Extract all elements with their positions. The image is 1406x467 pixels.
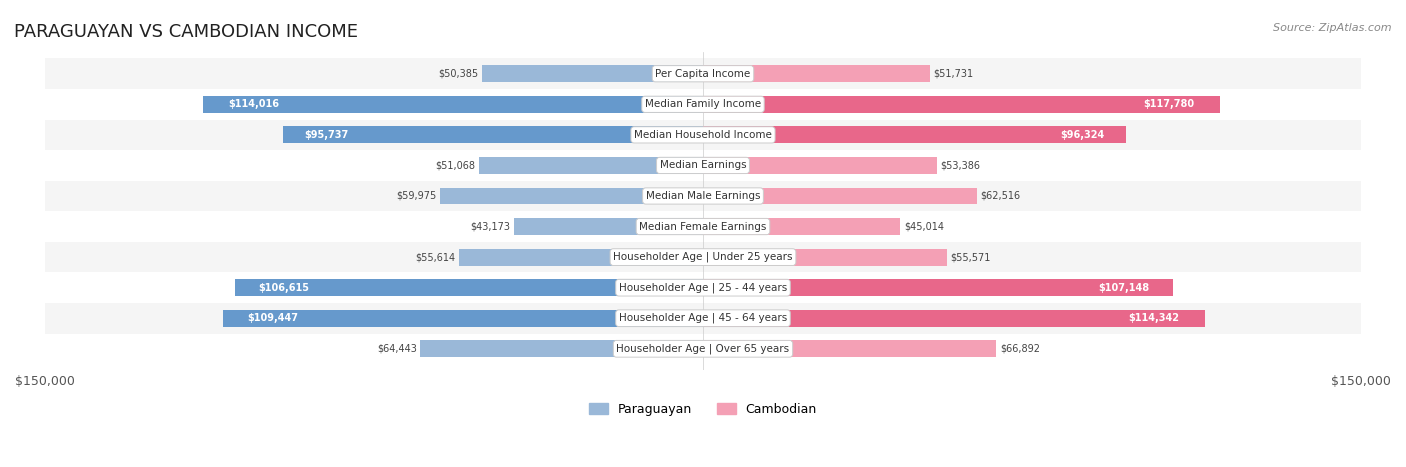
Bar bbox=[479, 157, 703, 174]
Legend: Paraguayan, Cambodian: Paraguayan, Cambodian bbox=[583, 398, 823, 421]
Bar bbox=[440, 188, 703, 205]
Bar bbox=[703, 279, 1173, 296]
Text: $51,731: $51,731 bbox=[934, 69, 973, 79]
Bar bbox=[703, 340, 997, 357]
Text: $59,975: $59,975 bbox=[396, 191, 437, 201]
Bar bbox=[202, 96, 703, 113]
Bar bbox=[45, 211, 1361, 242]
Text: Median Household Income: Median Household Income bbox=[634, 130, 772, 140]
Bar bbox=[703, 65, 929, 82]
Bar bbox=[703, 310, 1205, 326]
Text: $50,385: $50,385 bbox=[439, 69, 478, 79]
Text: Householder Age | 25 - 44 years: Householder Age | 25 - 44 years bbox=[619, 283, 787, 293]
Text: $53,386: $53,386 bbox=[941, 161, 980, 170]
Text: $66,892: $66,892 bbox=[1000, 344, 1040, 354]
Text: $43,173: $43,173 bbox=[470, 221, 510, 232]
Bar bbox=[45, 272, 1361, 303]
Text: $114,016: $114,016 bbox=[228, 99, 278, 109]
Text: Householder Age | Under 25 years: Householder Age | Under 25 years bbox=[613, 252, 793, 262]
Bar bbox=[283, 127, 703, 143]
Text: $114,342: $114,342 bbox=[1129, 313, 1180, 323]
Bar bbox=[703, 157, 938, 174]
Text: Householder Age | 45 - 64 years: Householder Age | 45 - 64 years bbox=[619, 313, 787, 324]
Text: $95,737: $95,737 bbox=[304, 130, 349, 140]
Bar bbox=[703, 218, 900, 235]
Text: Householder Age | Over 65 years: Householder Age | Over 65 years bbox=[616, 344, 790, 354]
Text: Per Capita Income: Per Capita Income bbox=[655, 69, 751, 79]
Text: PARAGUAYAN VS CAMBODIAN INCOME: PARAGUAYAN VS CAMBODIAN INCOME bbox=[14, 23, 359, 42]
Bar bbox=[420, 340, 703, 357]
Bar bbox=[703, 96, 1220, 113]
Text: $64,443: $64,443 bbox=[377, 344, 418, 354]
Bar bbox=[703, 188, 977, 205]
Bar bbox=[45, 242, 1361, 272]
Text: $107,148: $107,148 bbox=[1098, 283, 1150, 293]
Text: $106,615: $106,615 bbox=[259, 283, 309, 293]
Bar bbox=[45, 89, 1361, 120]
Bar bbox=[235, 279, 703, 296]
Bar bbox=[45, 303, 1361, 333]
Bar bbox=[222, 310, 703, 326]
Text: $117,780: $117,780 bbox=[1143, 99, 1194, 109]
Text: Median Family Income: Median Family Income bbox=[645, 99, 761, 109]
Text: $45,014: $45,014 bbox=[904, 221, 943, 232]
Bar bbox=[513, 218, 703, 235]
Bar bbox=[482, 65, 703, 82]
Text: $109,447: $109,447 bbox=[247, 313, 298, 323]
Bar bbox=[703, 127, 1126, 143]
Bar bbox=[45, 58, 1361, 89]
Text: Median Male Earnings: Median Male Earnings bbox=[645, 191, 761, 201]
Bar bbox=[45, 181, 1361, 211]
Bar bbox=[45, 150, 1361, 181]
Text: $55,614: $55,614 bbox=[416, 252, 456, 262]
Bar bbox=[703, 249, 946, 266]
Bar bbox=[45, 333, 1361, 364]
Bar bbox=[45, 120, 1361, 150]
Text: $55,571: $55,571 bbox=[950, 252, 990, 262]
Text: Median Female Earnings: Median Female Earnings bbox=[640, 221, 766, 232]
Text: $51,068: $51,068 bbox=[436, 161, 475, 170]
Bar bbox=[458, 249, 703, 266]
Text: Source: ZipAtlas.com: Source: ZipAtlas.com bbox=[1274, 23, 1392, 33]
Text: $96,324: $96,324 bbox=[1060, 130, 1105, 140]
Text: Median Earnings: Median Earnings bbox=[659, 161, 747, 170]
Text: $62,516: $62,516 bbox=[980, 191, 1021, 201]
